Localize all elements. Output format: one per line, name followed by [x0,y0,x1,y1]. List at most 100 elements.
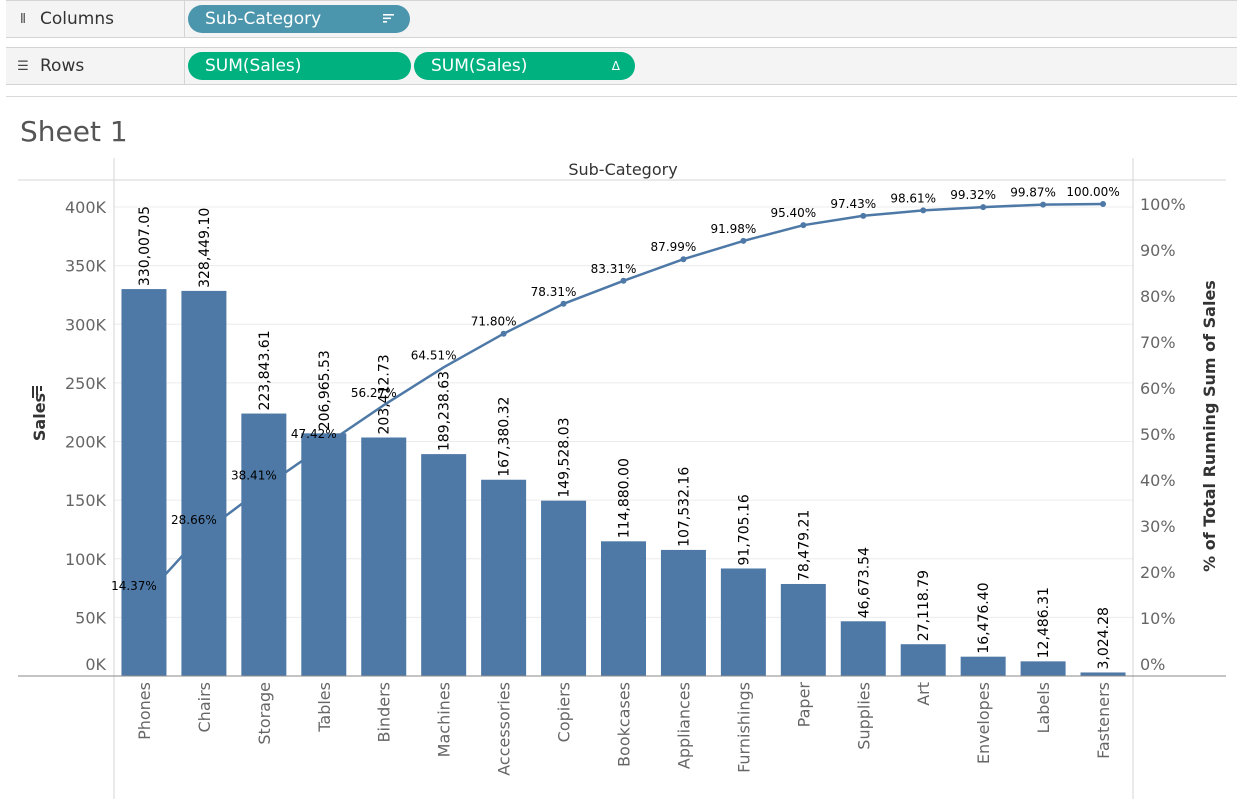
bar-phones [121,289,167,676]
y2-tick-label: 60% [1140,379,1176,398]
bar-chairs [181,290,227,676]
running-total-point [500,330,507,337]
bar-storage [241,413,287,676]
value-label: 114,880.00 [617,458,633,538]
running-pct-label: 56.27% [351,386,397,400]
value-label: 189,238.63 [437,371,453,451]
value-label: 203,412.73 [377,354,393,434]
bar-paper [780,583,826,676]
running-total-point [680,256,687,263]
sub-category-pill[interactable]: Sub-Category [188,5,410,33]
y2-tick-label: 20% [1140,563,1176,582]
running-total-point [620,277,627,284]
running-pct-label: 47.42% [291,427,337,441]
sum-sales-pill-1[interactable]: SUM(Sales) [188,52,411,80]
category-label: Supplies [854,682,873,750]
y2-tick-label: 70% [1140,333,1176,352]
y-axis-title: Sales [30,393,49,441]
y2-tick-label: 30% [1140,517,1176,536]
columns-icon: ⫴ [20,11,26,27]
category-label: Copiers [555,682,574,742]
y-tick-label: 0K [85,655,106,674]
value-label: 16,476.40 [976,582,992,653]
value-label: 167,380.32 [497,397,513,477]
y-tick-label: 50K [75,608,106,627]
running-pct-label: 78.31% [531,285,577,299]
category-label: Labels [1034,682,1053,734]
bar-bookcases [601,541,646,676]
bar-copiers [541,500,587,676]
sheet-title: Sheet 1 [20,115,128,148]
bar-accessories [481,479,527,676]
y2-tick-label: 90% [1140,241,1176,260]
category-label: Storage [255,682,274,745]
y-tick-label: 100K [65,550,107,569]
category-label: Bookcases [615,682,634,767]
running-total-point [860,212,867,219]
running-pct-label: 28.66% [171,513,217,527]
columns-shelf-label: ⫴ Columns [6,1,185,37]
running-total-point [1040,201,1047,208]
sort-icon[interactable] [383,12,395,26]
value-label: 223,843.61 [257,330,273,410]
bar-binders [361,437,407,676]
running-pct-label: 91.98% [710,222,756,236]
running-pct-label: 71.80% [471,315,517,329]
running-total-point [920,207,927,214]
running-pct-label: 64.51% [411,348,457,362]
value-label: 206,965.53 [317,350,333,430]
bar-art [900,644,946,676]
sheet: Sheet 1 [6,96,1237,800]
category-label: Chairs [195,682,214,732]
columns-label: Columns [40,9,114,29]
running-total-point [980,204,987,211]
y-tick-label: 250K [65,374,107,393]
chart-header: Sub-Category [568,160,677,179]
rows-icon: ☰ [17,58,29,74]
bar-envelopes [960,656,1006,676]
running-total-point [800,222,807,229]
value-label: 91,705.16 [736,494,752,565]
running-pct-label: 95.40% [770,206,816,220]
running-pct-label: 98.61% [890,191,936,205]
value-label: 107,532.16 [676,467,692,547]
value-label: 330,007.05 [137,206,153,286]
sum-sales-pill-1-label: SUM(Sales) [205,56,302,76]
value-label: 149,528.03 [557,418,573,498]
sub-category-pill-label: Sub-Category [205,9,322,29]
rows-label: Rows [40,56,85,76]
category-label: Tables [315,682,334,733]
value-label: 12,486.31 [1036,587,1052,658]
sum-sales-pill-2[interactable]: SUM(Sales) Δ [414,52,635,80]
value-label: 328,449.10 [197,208,213,288]
running-total-point [1100,201,1107,207]
running-pct-label: 97.43% [830,197,876,211]
bar-tables [301,433,347,676]
value-label: 3,024.28 [1096,607,1112,669]
rows-shelf: ☰ Rows SUM(Sales) SUM(Sales) Δ [6,47,1237,85]
y-tick-label: 300K [65,315,107,334]
category-label: Machines [435,682,454,757]
category-label: Furnishings [734,682,753,773]
y2-axis-title: % of Total Running Sum of Sales [1200,280,1219,572]
running-total-point [560,300,567,307]
columns-shelf: ⫴ Columns Sub-Category [6,0,1237,38]
category-label: Accessories [495,682,514,776]
sort-indicator-icon[interactable] [32,386,42,398]
running-pct-label: 100.00% [1066,185,1119,199]
y-tick-label: 200K [65,433,107,452]
category-label: Binders [375,682,394,742]
y-tick-label: 350K [65,257,107,276]
y2-tick-label: 0% [1140,655,1165,674]
running-pct-label: 87.99% [651,240,697,254]
category-label: Paper [794,682,813,728]
bar-labels [1020,661,1066,676]
category-label: Art [914,682,933,706]
bar-machines [421,454,467,676]
y-tick-label: 150K [65,491,107,510]
bar-furnishings [720,568,766,676]
sum-sales-pill-2-label: SUM(Sales) [431,56,528,76]
running-pct-label: 99.87% [1010,186,1056,200]
value-label: 27,118.79 [916,570,932,641]
